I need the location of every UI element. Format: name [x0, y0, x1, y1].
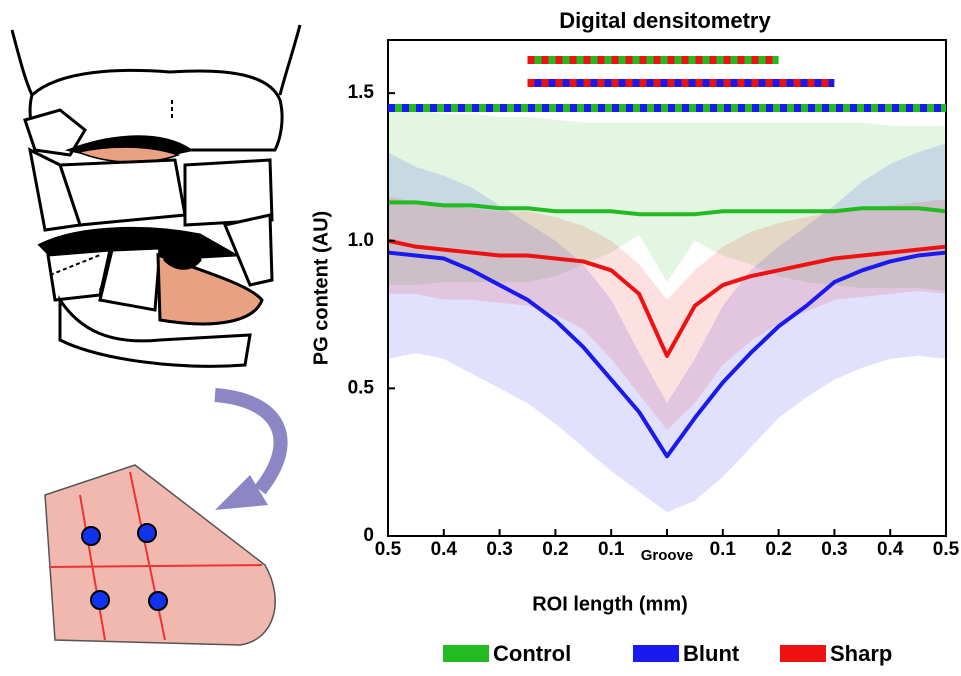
x-tick-label: 0.4: [431, 539, 458, 560]
y-tick-label: 1.5: [348, 82, 375, 103]
y-tick-label: 0: [363, 525, 374, 546]
confidence-band: [388, 107, 946, 291]
legend-label: Sharp: [830, 641, 892, 666]
legend-swatch: [443, 645, 489, 662]
x-tick-label: Groove: [641, 547, 694, 564]
y-axis-label: PG content (AU): [310, 211, 332, 365]
tissue-sample: [44, 464, 276, 646]
x-tick-label: 0.4: [877, 539, 904, 560]
x-tick-label: 0.5: [933, 539, 960, 560]
y-tick-label: 1.0: [348, 230, 374, 251]
series-line: [387, 238, 947, 358]
legend: Control Blunt Sharp: [443, 641, 892, 666]
confidence-band: [388, 143, 946, 513]
x-tick-label: 0.2: [765, 539, 791, 560]
legend-label: Blunt: [683, 641, 740, 666]
series-line: [388, 200, 947, 217]
plot-area: [387, 107, 947, 513]
chart-title: Digital densitometry: [559, 8, 771, 33]
legend-swatch: [780, 645, 826, 662]
series-line: [387, 250, 947, 459]
legend-label: Control: [493, 641, 571, 666]
x-tick-label: 0.5: [375, 539, 402, 560]
x-tick-label: 0.1: [710, 539, 737, 560]
arrow-head: [215, 475, 268, 510]
x-axis-label: ROI length (mm): [532, 593, 688, 615]
joint-illustration: [10, 24, 302, 368]
x-tick-label: 0.3: [821, 539, 847, 560]
x-tick-label: 0.3: [486, 539, 512, 560]
arrow: [214, 388, 288, 495]
x-tick-label: 0.2: [542, 539, 568, 560]
x-tick-label: 0.1: [598, 539, 625, 560]
legend-swatch: [633, 645, 679, 662]
y-tick-label: 0.5: [348, 377, 375, 398]
